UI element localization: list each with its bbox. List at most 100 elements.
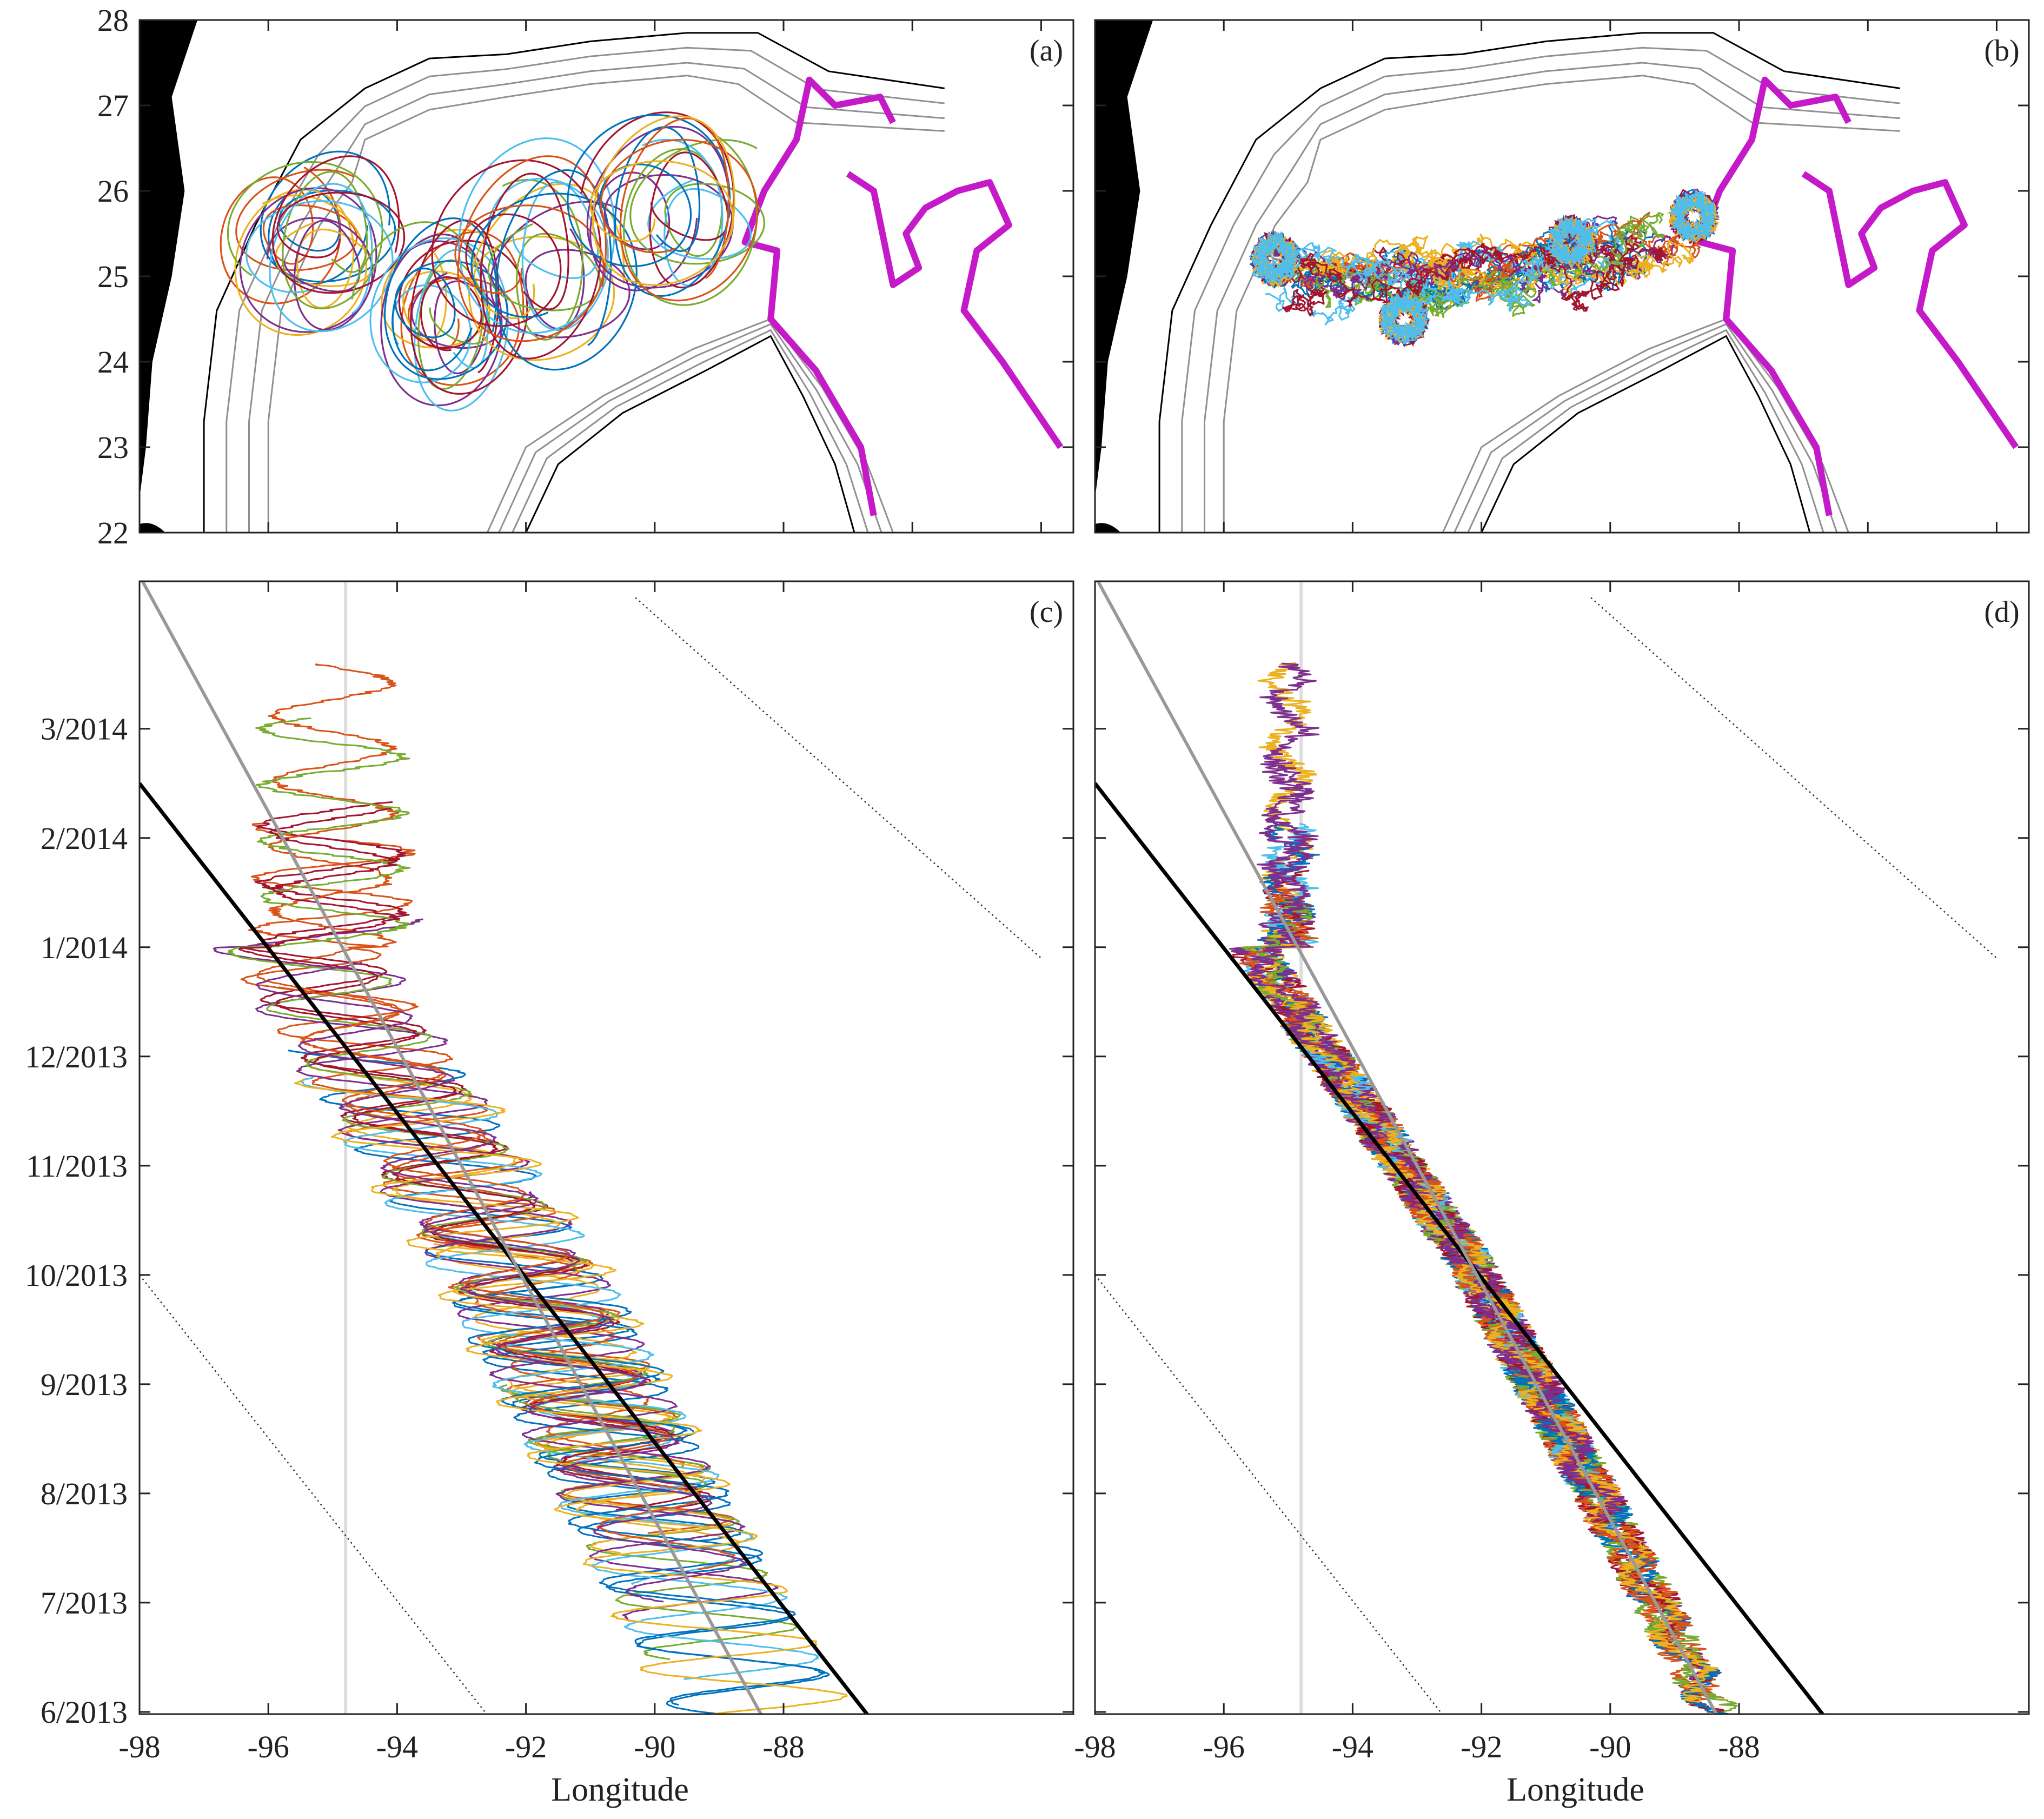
bathymetry-contour-south	[512, 329, 869, 533]
y-tick-label: 6/2013	[41, 1695, 128, 1730]
bathymetry-contour-north	[1204, 62, 1900, 533]
land-mass	[1095, 20, 1153, 499]
x-axis-title: Longitude	[1507, 1771, 1644, 1808]
bathymetry-contour-north	[1223, 75, 1900, 533]
eddy-front	[846, 171, 1064, 449]
y-tick-label: 2/2014	[41, 821, 128, 856]
float-trajectory	[384, 217, 508, 380]
float-longitude-track	[278, 986, 736, 1570]
float-longitude-track	[300, 1076, 819, 1680]
y-tick-label: 23	[97, 430, 129, 465]
x-tick-label: -94	[1332, 1729, 1373, 1764]
bathymetry-contour-south	[1442, 318, 1849, 533]
land-mass	[140, 20, 198, 499]
float-trajectory	[600, 117, 759, 302]
y-tick-label: 7/2013	[41, 1585, 128, 1621]
y-tick-label: 28	[97, 3, 129, 38]
float-trajectory	[567, 114, 731, 297]
x-tick-label: -92	[505, 1729, 547, 1764]
panel-b-map: (b)	[1094, 19, 2030, 534]
float-trajectory	[1269, 217, 1615, 312]
bathymetry-contour-north	[248, 62, 945, 533]
propagation-line-gray	[1096, 581, 1718, 1714]
panel-d-hovmoller: -98 -96 -94 -92 -90 -88 Longitude (d)	[1074, 580, 2030, 1808]
float-trajectory	[398, 219, 528, 395]
bathymetry-contour-south	[498, 323, 882, 533]
dotted-reference-line	[1590, 597, 1997, 959]
x-tick-label: -96	[248, 1729, 289, 1764]
x-tick-label: -98	[1074, 1729, 1116, 1764]
x-tick-label: -94	[376, 1729, 418, 1764]
bathymetry-contour-south	[525, 335, 855, 533]
float-longitude-track	[467, 1292, 830, 1714]
dotted-reference-line	[140, 1274, 488, 1714]
float-longitude-track	[1249, 933, 1719, 1703]
bathymetry-contour-south	[1454, 323, 1838, 533]
float-longitude-track	[1247, 662, 1625, 1521]
y-tick-label: 12/2013	[25, 1039, 128, 1074]
panel-label: (b)	[1984, 34, 2019, 68]
float-trajectory	[260, 150, 396, 285]
float-trajectory	[589, 115, 735, 286]
float-trajectory	[369, 237, 509, 411]
y-tick-label: 22	[97, 515, 129, 550]
y-tick-label: 10/2013	[25, 1258, 128, 1293]
float-longitude-track	[241, 801, 715, 1509]
plot-area	[140, 581, 1042, 1714]
bathymetry-contour-north	[1181, 47, 1900, 533]
y-tick-label: 3/2014	[41, 712, 128, 747]
x-tick-label: -90	[634, 1729, 675, 1764]
float-cluster	[1378, 290, 1430, 345]
float-longitude-track	[227, 717, 707, 1491]
loop-current-front	[741, 76, 896, 516]
y-tick-label: 27	[97, 88, 129, 123]
float-longitude-track	[433, 1224, 736, 1585]
float-cluster	[1249, 230, 1301, 285]
axes-frame	[1094, 580, 2030, 1715]
x-axis-title: Longitude	[551, 1771, 689, 1808]
float-trajectory	[586, 125, 734, 291]
bathymetry-contour-south	[1481, 335, 1811, 533]
float-trajectory	[227, 161, 383, 310]
float-trajectory	[245, 183, 394, 333]
panel-c-hovmoller: -98 -96 -94 -92 -90 -88 6/2013 7/2013 8/2013 9/20…	[25, 580, 1074, 1808]
y-tick-label: 25	[97, 259, 129, 294]
panel-label: (c)	[1030, 595, 1063, 629]
panel-label: (d)	[1984, 595, 2019, 629]
dotted-reference-line	[635, 597, 1042, 959]
y-tick-label: 11/2013	[26, 1149, 128, 1184]
bathymetry-contour-north	[1158, 32, 1901, 533]
x-tick-label: -88	[1718, 1729, 1760, 1764]
bathymetry-contour-south	[486, 318, 894, 533]
float-trajectory	[454, 155, 607, 342]
y-tick-label: 24	[97, 344, 129, 380]
axes-frame	[138, 580, 1074, 1715]
y-tick-label: 1/2014	[41, 930, 128, 965]
plot-area	[1095, 20, 2019, 533]
y-tick-label: 8/2013	[41, 1476, 128, 1511]
float-longitude-track	[256, 961, 747, 1603]
x-tick-label: -92	[1461, 1729, 1502, 1764]
float-trajectory	[1262, 235, 1642, 312]
float-trajectory	[271, 155, 406, 294]
panel-label: (a)	[1030, 34, 1063, 68]
x-tick-label: -90	[1589, 1729, 1631, 1764]
axes-frame	[1094, 19, 2030, 534]
float-cluster	[1668, 189, 1719, 242]
panel-a-map: 22 23 24 25 26 27 28 (a)	[97, 3, 1074, 550]
dotted-reference-line	[1095, 1274, 1443, 1714]
float-longitude-track	[256, 663, 685, 1469]
bathymetry-contour-north	[225, 47, 945, 533]
x-tick-label: -98	[118, 1729, 160, 1764]
plot-area	[140, 20, 1064, 533]
bathymetry-contour-north	[203, 32, 945, 533]
float-trajectory	[431, 159, 602, 360]
eddy-front	[1801, 171, 2019, 449]
float-longitude-track	[498, 1384, 797, 1660]
float-trajectory	[487, 178, 601, 341]
bathymetry-contour-south	[1467, 329, 1824, 533]
land-mass-south	[140, 523, 165, 533]
x-tick-label: -88	[762, 1729, 804, 1764]
float-longitude-track	[294, 1078, 848, 1714]
y-tick-label: 9/2013	[41, 1367, 128, 1402]
